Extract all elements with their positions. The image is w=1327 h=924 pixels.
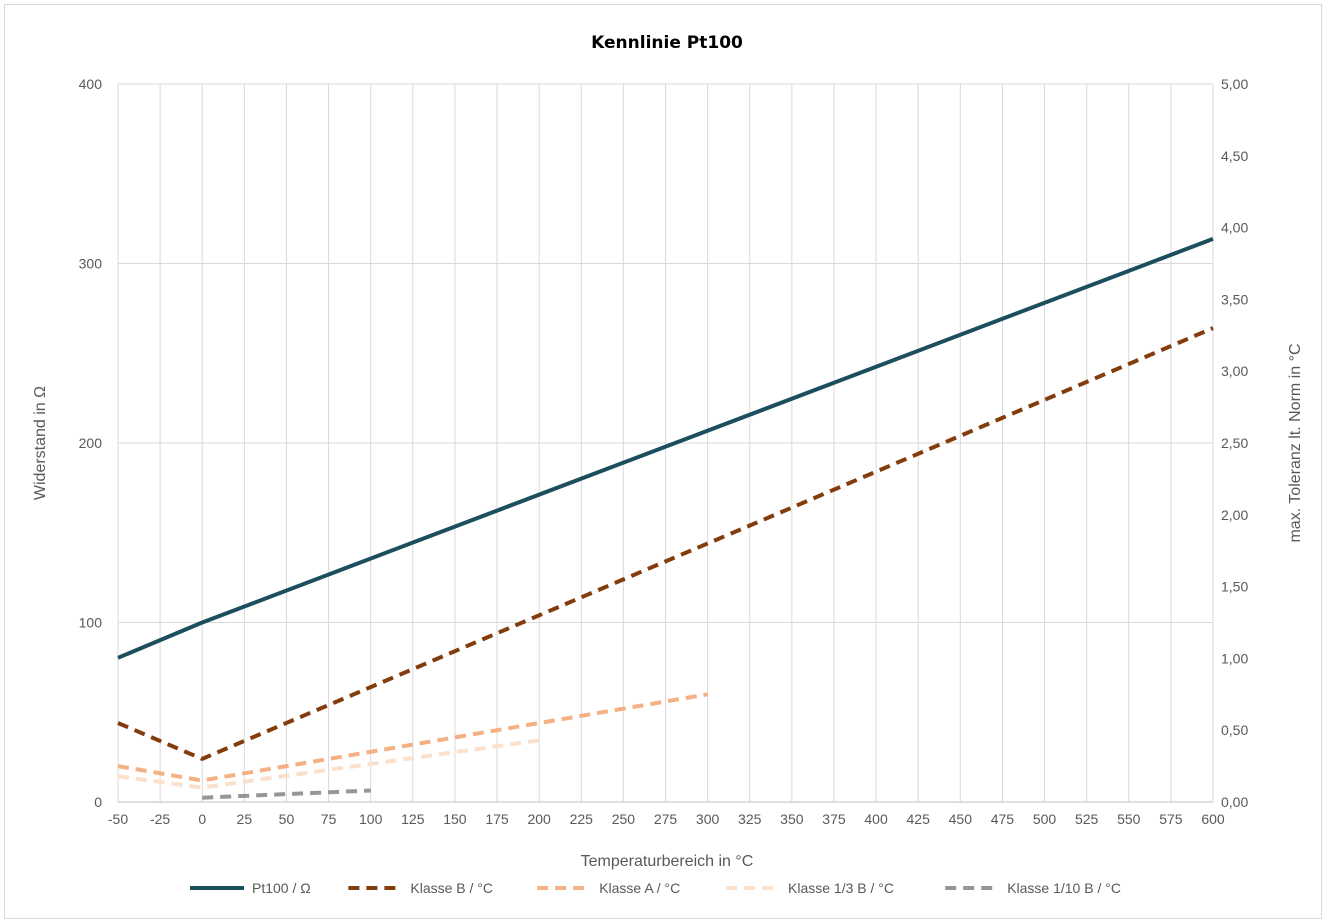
y-axis-title: Widerstand in Ω <box>32 386 49 500</box>
x-tick-label: 350 <box>780 811 804 827</box>
x-tick-label: 25 <box>237 811 253 827</box>
y-tick-label: 100 <box>79 615 103 631</box>
x-axis-ticks: -50 -25 0 25 50 75 100 125 150 175 200 225 250 275 300… <box>108 811 1225 827</box>
y-tick-label: 200 <box>79 435 103 451</box>
x-tick-label: 475 <box>991 811 1015 827</box>
x-tick-label: 600 <box>1201 811 1225 827</box>
legend: Pt100 / Ω Klasse B / °C Klasse A / °C Klass… <box>190 880 1121 896</box>
y2-tick-label: 3,50 <box>1221 291 1248 307</box>
legend-label-2: Klasse A / °C <box>599 880 680 896</box>
x-tick-label: 125 <box>401 811 425 827</box>
y2-tick-label: 1,50 <box>1221 579 1248 595</box>
x-tick-label: 75 <box>321 811 337 827</box>
x-tick-label: 325 <box>738 811 762 827</box>
x-tick-label: 300 <box>696 811 720 827</box>
series-line-2 <box>117 692 708 783</box>
y2-tick-label: 5,00 <box>1221 76 1248 92</box>
x-tick-label: 425 <box>907 811 931 827</box>
legend-label-0: Pt100 / Ω <box>252 880 311 896</box>
y2-tick-label: 4,00 <box>1221 220 1248 236</box>
series-layer <box>117 237 1214 800</box>
y-tick-label: 300 <box>79 256 103 272</box>
series-line-1 <box>117 326 1214 761</box>
x-tick-label: 0 <box>198 811 206 827</box>
y2-tick-label: 0,50 <box>1221 722 1248 738</box>
x-tick-label: 575 <box>1159 811 1183 827</box>
x-tick-label: -50 <box>108 811 128 827</box>
x-tick-label: 550 <box>1117 811 1141 827</box>
x-tick-label: 200 <box>527 811 551 827</box>
x-tick-label: 225 <box>570 811 594 827</box>
y2-tick-label: 2,00 <box>1221 507 1248 523</box>
series-line-4 <box>202 788 371 800</box>
x-tick-label: 175 <box>485 811 509 827</box>
x-tick-label: 450 <box>949 811 973 827</box>
x-axis-title: Temperaturbereich in °C <box>581 853 754 870</box>
grid <box>117 83 1214 803</box>
x-tick-label: 100 <box>359 811 383 827</box>
y2-tick-label: 1,00 <box>1221 650 1248 666</box>
series-line-0 <box>117 237 1214 660</box>
y2-axis-ticks: 0,00 0,50 1,00 1,50 2,00 2,50 3,00 3,50 4,00 4,50… <box>1221 76 1248 810</box>
x-tick-label: 150 <box>443 811 467 827</box>
chart-title: Kennlinie Pt100 <box>591 33 743 53</box>
y2-axis-title: max. Toleranz lt. Norm in °C <box>1287 343 1304 542</box>
y2-tick-label: 3,00 <box>1221 363 1248 379</box>
x-tick-label: 375 <box>822 811 846 827</box>
y-tick-label: 0 <box>94 794 102 810</box>
chart-frame <box>4 4 1322 919</box>
y2-tick-label: 0,00 <box>1221 794 1248 810</box>
x-tick-label: 50 <box>279 811 295 827</box>
x-tick-label: 500 <box>1033 811 1057 827</box>
y2-tick-label: 4,50 <box>1221 148 1248 164</box>
x-tick-label: 525 <box>1075 811 1099 827</box>
legend-label-3: Klasse 1/3 B / °C <box>788 880 894 896</box>
series-line-3 <box>117 738 540 790</box>
legend-label-4: Klasse 1/10 B / °C <box>1007 880 1121 896</box>
x-tick-label: -25 <box>150 811 170 827</box>
y-axis-ticks: 0 100 200 300 400 <box>79 76 103 810</box>
legend-label-1: Klasse B / °C <box>410 880 493 896</box>
x-tick-label: 400 <box>864 811 888 827</box>
x-tick-label: 250 <box>612 811 636 827</box>
x-tick-label: 275 <box>654 811 678 827</box>
y2-tick-label: 2,50 <box>1221 435 1248 451</box>
y-tick-label: 400 <box>79 76 103 92</box>
